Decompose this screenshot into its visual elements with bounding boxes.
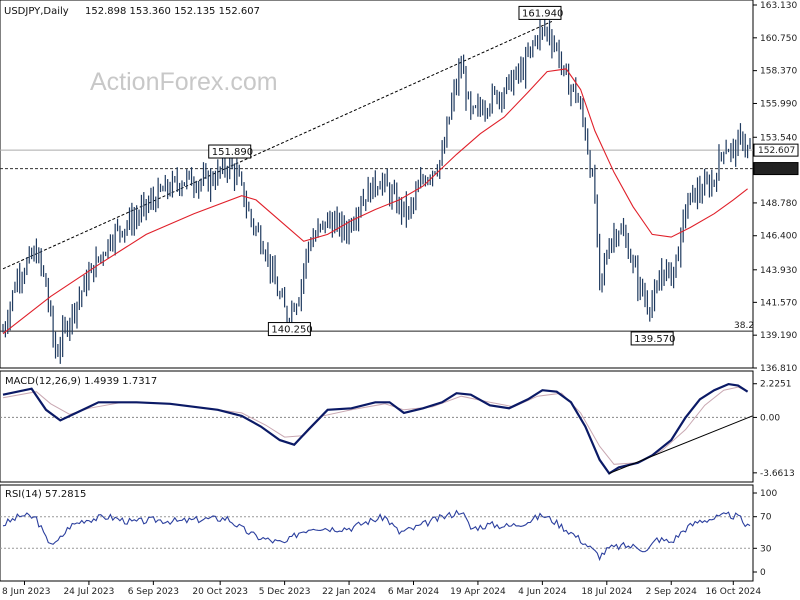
x-axis-label: 18 Jul 2024 <box>581 587 632 597</box>
rsi-title: RSI(14) 57.2815 <box>5 489 86 500</box>
macd-title: MACD(12,26,9) 1.4939 1.7317 <box>5 376 157 387</box>
rsi-axis-label: 30 <box>760 544 772 554</box>
support-price-tag: 151.270 <box>758 165 795 175</box>
price-axis-label: 163.130 <box>760 1 797 11</box>
rsi-panel-frame <box>0 484 754 582</box>
macd-axis-label: -3.6613 <box>760 469 795 479</box>
moving-average-line <box>2 68 748 335</box>
x-axis-label: 4 Jun 2024 <box>518 587 567 597</box>
support-price-tag-bg <box>753 162 799 176</box>
rsi-axis-label: 0 <box>760 568 766 578</box>
x-axis-label: 19 Apr 2024 <box>450 587 506 597</box>
x-axis-label: 2 Sep 2024 <box>646 587 698 597</box>
x-axis-label: 20 Oct 2023 <box>192 587 248 597</box>
price-title: USDJPY,Daily <box>4 6 69 17</box>
annotation-label: 140.250 <box>271 325 312 336</box>
annotation-box <box>208 144 252 159</box>
ohlc-header: 152.898 153.360 152.135 152.607 <box>85 6 260 17</box>
price-axis-label: 153.540 <box>760 133 797 143</box>
rsi-line <box>2 509 751 562</box>
macd-signal-line <box>2 386 748 465</box>
rsi-axis-label: 70 <box>760 513 772 523</box>
current-price-tag: 152.607 <box>758 146 795 156</box>
x-axis-label: 5 Dec 2023 <box>259 587 311 597</box>
annotation-box <box>630 331 674 346</box>
price-axis-label: 146.400 <box>760 232 797 242</box>
price-axis-label: 139.190 <box>760 331 797 341</box>
macd-axis-label: 0.00 <box>760 413 780 423</box>
price-axis-label: 155.990 <box>760 99 797 109</box>
current-price-tag-bg <box>753 143 799 157</box>
rsi-axis-label: 100 <box>760 489 777 499</box>
macd-line <box>2 382 749 475</box>
annotation-label: 139.570 <box>634 334 675 345</box>
annotation-label: 161.940 <box>522 8 563 19</box>
macd-axis-label: 2.2251 <box>760 380 792 390</box>
price-axis-label: 158.370 <box>760 67 797 77</box>
x-axis-label: 22 Jan 2024 <box>322 587 376 597</box>
fib-38-label: 38.2 <box>734 321 754 331</box>
annotation-box <box>518 5 562 20</box>
macd-panel-frame <box>0 370 754 483</box>
price-axis-label: 136.810 <box>760 364 797 374</box>
price-axis-label: 143.930 <box>760 266 797 276</box>
price-trendline <box>2 20 553 270</box>
price-axis-label: 160.750 <box>760 34 797 44</box>
x-axis-label: 24 Jul 2023 <box>63 587 114 597</box>
price-panel-frame <box>0 0 754 369</box>
watermark: ActionForex.com <box>90 68 278 96</box>
macd-trendline <box>609 415 753 474</box>
annotation-label: 151.890 <box>212 147 253 158</box>
annotation-box <box>267 322 311 337</box>
price-axis-label: 148.780 <box>760 199 797 209</box>
x-axis-label: 6 Mar 2024 <box>388 587 440 597</box>
x-axis-label: 6 Sep 2023 <box>128 587 179 597</box>
x-axis-label: 16 Oct 2024 <box>705 587 761 597</box>
x-axis-label: 8 Jun 2023 <box>2 587 50 597</box>
price-axis-label: 141.570 <box>760 298 797 308</box>
